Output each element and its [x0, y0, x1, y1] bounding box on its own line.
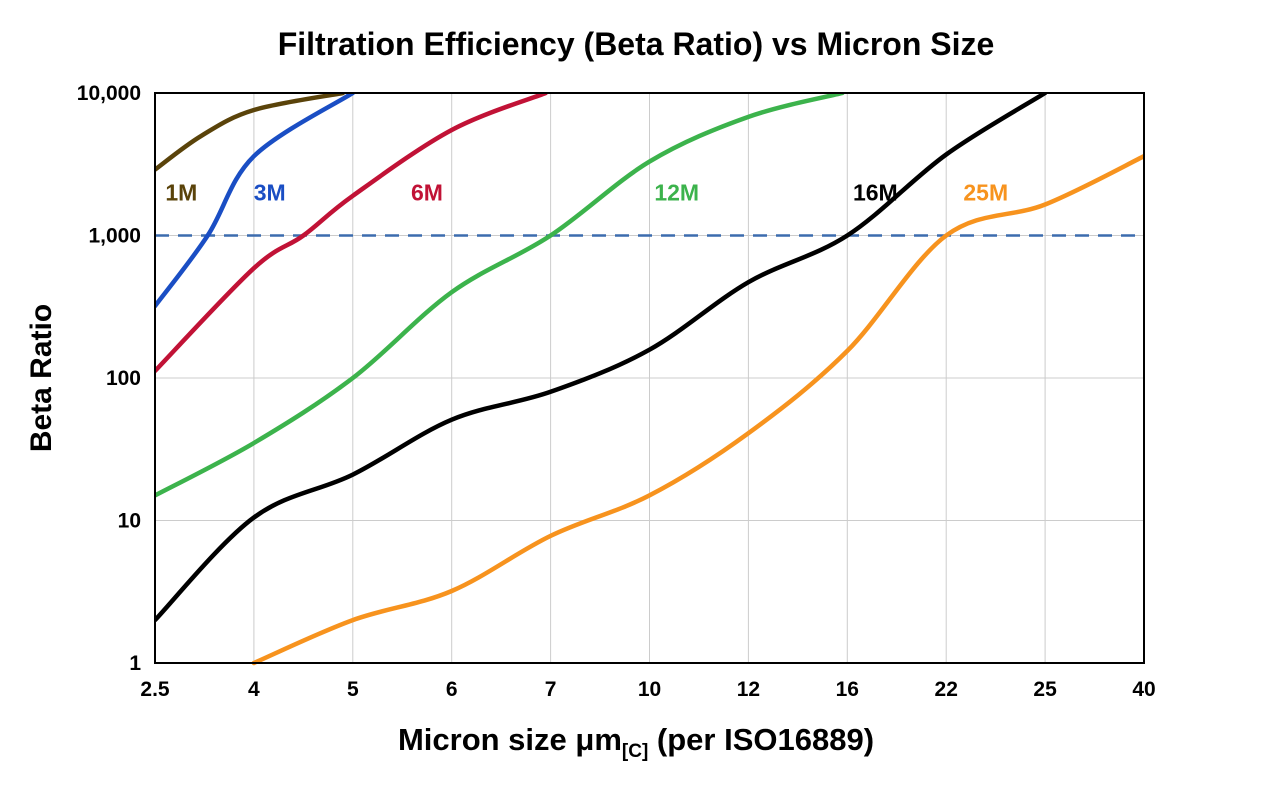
series-curves — [154, 92, 1145, 666]
y-tick-label: 1 — [129, 652, 141, 675]
series-label-16M: 16M — [853, 180, 898, 206]
series-label-1M: 1M — [165, 180, 197, 206]
series-line-1M — [154, 92, 346, 172]
y-tick-label: 1,000 — [88, 225, 141, 248]
x-axis-label-tail: (per ISO16889) — [648, 722, 875, 757]
gridlines — [154, 92, 1145, 664]
y-tick-label: 10 — [118, 510, 141, 533]
series-label-6M: 6M — [411, 180, 443, 206]
y-tick-label: 10,000 — [77, 82, 141, 105]
series-label-12M: 12M — [654, 180, 699, 206]
x-tick-label: 2.5 — [140, 678, 170, 701]
x-tick-label: 16 — [836, 678, 859, 701]
series-line-16M — [154, 92, 1048, 623]
x-tick-label: 5 — [347, 678, 359, 701]
series-line-6M — [154, 92, 548, 374]
x-tick-label: 22 — [935, 678, 958, 701]
x-tick-label: 40 — [1132, 678, 1155, 701]
series-line-12M — [154, 92, 845, 498]
y-tick-label: 100 — [106, 367, 141, 390]
x-tick-label: 10 — [638, 678, 661, 701]
series-label-3M: 3M — [254, 180, 286, 206]
x-tick-label: 12 — [737, 678, 760, 701]
x-axis-label: Micron size μm[C] (per ISO16889) — [0, 722, 1272, 763]
x-axis-label-subscript: [C] — [621, 741, 649, 762]
x-tick-label: 6 — [446, 678, 458, 701]
series-label-25M: 25M — [963, 180, 1008, 206]
x-tick-label: 4 — [248, 678, 260, 701]
plot-border — [154, 92, 1145, 664]
x-axis-label-main: Micron size μm — [397, 722, 622, 757]
series-line-25M — [251, 153, 1145, 666]
chart-title: Filtration Efficiency (Beta Ratio) vs Mi… — [277, 26, 995, 62]
x-tick-label: 25 — [1033, 678, 1057, 701]
series-line-3M — [154, 92, 356, 309]
x-tick-label: 7 — [545, 678, 557, 701]
